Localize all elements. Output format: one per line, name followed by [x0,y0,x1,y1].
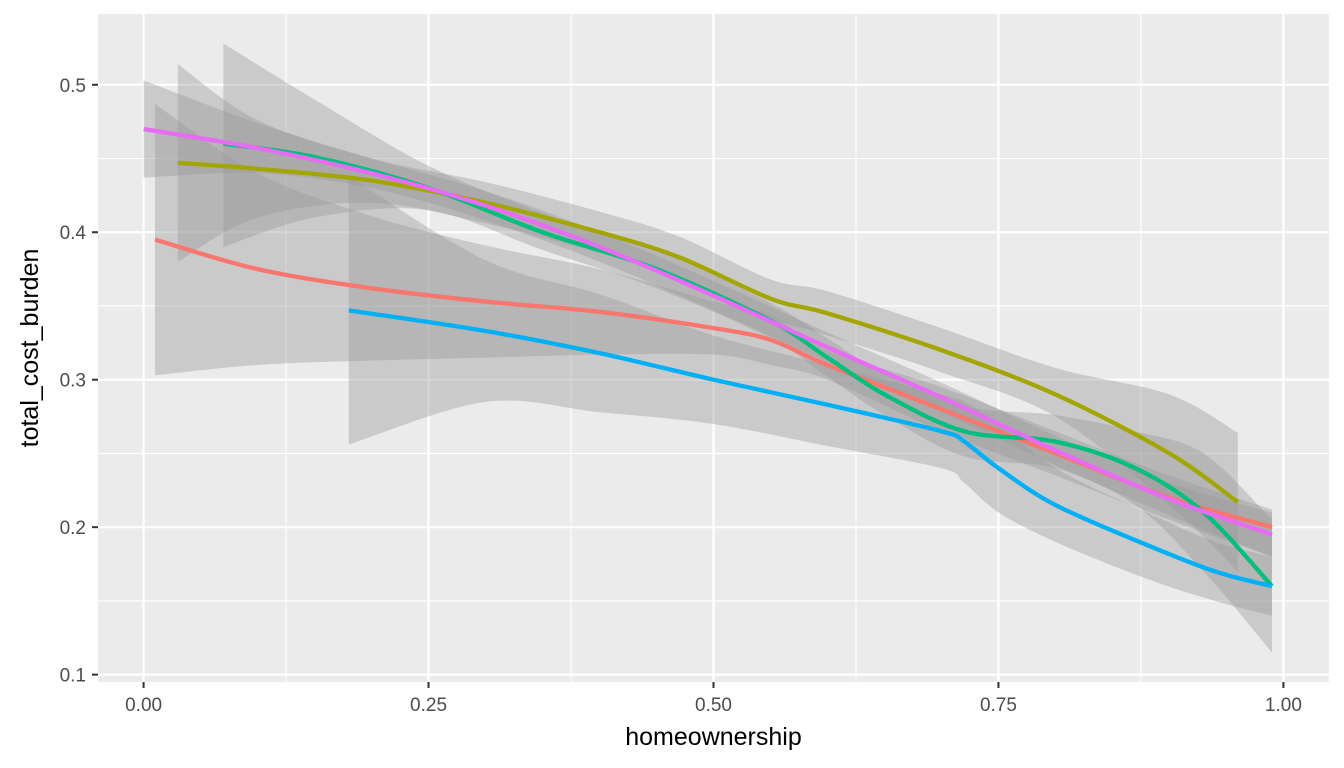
smooth-line-5 [143,126,1273,537]
axes: 0.00 0.25 0.50 0.75 1.00 0.1 0.2 0.3 0.4 0.5 [60,76,1302,716]
confidence-ribbon-5 [143,80,1273,557]
confidence-ribbon-3 [223,43,1273,653]
x-tick-label: 0.25 [410,695,447,716]
smooth-lines [143,126,1274,589]
x-tick-label: 0.00 [125,695,162,716]
confidence-ribbon-1 [154,103,1273,557]
smooth-line-4 [348,308,1273,589]
x-tick-label: 0.50 [695,695,732,716]
x-tick-label: 1.00 [1265,695,1302,716]
y-tick-label: 0.1 [60,666,86,687]
y-tick-label: 0.3 [60,371,86,392]
x-axis-title: homeownership [625,723,802,751]
smooth-line-2 [177,160,1240,504]
y-axis-title: total_cost_burden [16,249,44,448]
y-tick-label: 0.2 [60,518,86,539]
x-tick-label: 0.75 [980,695,1017,716]
y-tick-label: 0.4 [60,223,87,244]
y-tick-label: 0.5 [60,76,86,97]
confidence-ribbon-4 [348,176,1273,616]
